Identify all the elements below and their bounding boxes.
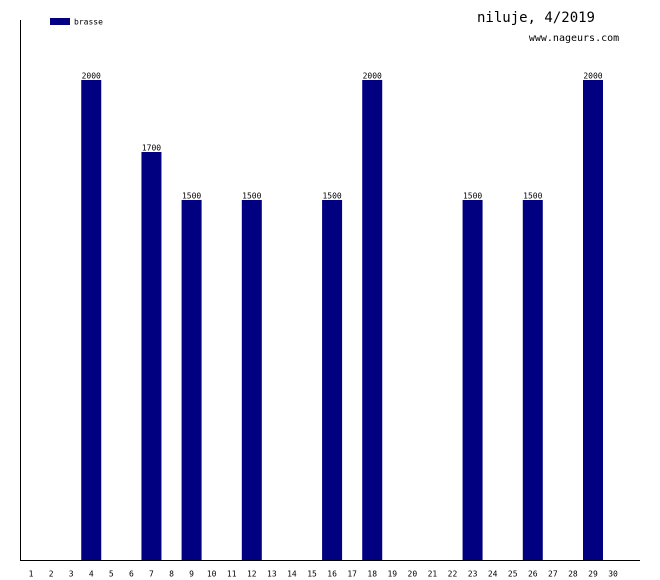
x-tick-label: 13	[267, 570, 277, 579]
bar	[241, 200, 262, 560]
x-tick-label: 17	[347, 570, 357, 579]
value-label: 2000	[82, 72, 101, 81]
value-label: 1500	[523, 192, 542, 201]
value-label: 1500	[182, 192, 201, 201]
x-tick-label: 4	[89, 570, 94, 579]
x-tick-label: 30	[608, 570, 618, 579]
x-tick-label: 8	[169, 570, 174, 579]
x-tick-label: 28	[568, 570, 578, 579]
value-label: 2000	[363, 72, 382, 81]
x-tick-label: 14	[287, 570, 297, 579]
x-tick-label: 15	[307, 570, 317, 579]
x-tick-label: 1	[29, 570, 34, 579]
legend-swatch	[50, 18, 70, 25]
x-tick-label: 7	[149, 570, 154, 579]
x-tick-label: 3	[69, 570, 74, 579]
x-tick-label: 6	[129, 570, 134, 579]
bar	[522, 200, 543, 560]
x-tick-label: 19	[387, 570, 397, 579]
value-label: 1500	[242, 192, 261, 201]
x-tick-label: 27	[548, 570, 558, 579]
x-tick-label: 23	[468, 570, 478, 579]
bar	[181, 200, 202, 560]
x-tick-label: 12	[247, 570, 257, 579]
x-tick-label: 24	[488, 570, 498, 579]
x-tick-label: 11	[227, 570, 237, 579]
x-tick-label: 9	[189, 570, 194, 579]
x-tick-label: 2	[49, 570, 54, 579]
chart-subtitle: www.nageurs.com	[529, 33, 619, 44]
x-tick-label: 18	[367, 570, 377, 579]
bar	[322, 200, 343, 560]
x-tick-label: 29	[588, 570, 598, 579]
x-tick-label: 10	[207, 570, 217, 579]
value-label: 1500	[463, 192, 482, 201]
x-tick-label: 5	[109, 570, 114, 579]
bar	[582, 80, 603, 560]
bar	[362, 80, 383, 560]
value-label: 1500	[322, 192, 341, 201]
legend-label: brasse	[74, 18, 103, 27]
bar	[462, 200, 483, 560]
x-tick-label: 21	[428, 570, 438, 579]
value-label: 1700	[142, 144, 161, 153]
value-label: 2000	[583, 72, 602, 81]
bar	[81, 80, 102, 560]
x-tick-label: 20	[408, 570, 418, 579]
x-tick-label: 22	[448, 570, 458, 579]
chart-title: niluje, 4/2019	[477, 10, 595, 26]
x-tick-label: 26	[528, 570, 538, 579]
x-tick-label: 16	[327, 570, 337, 579]
x-tick-label: 25	[508, 570, 518, 579]
bar	[141, 152, 162, 560]
